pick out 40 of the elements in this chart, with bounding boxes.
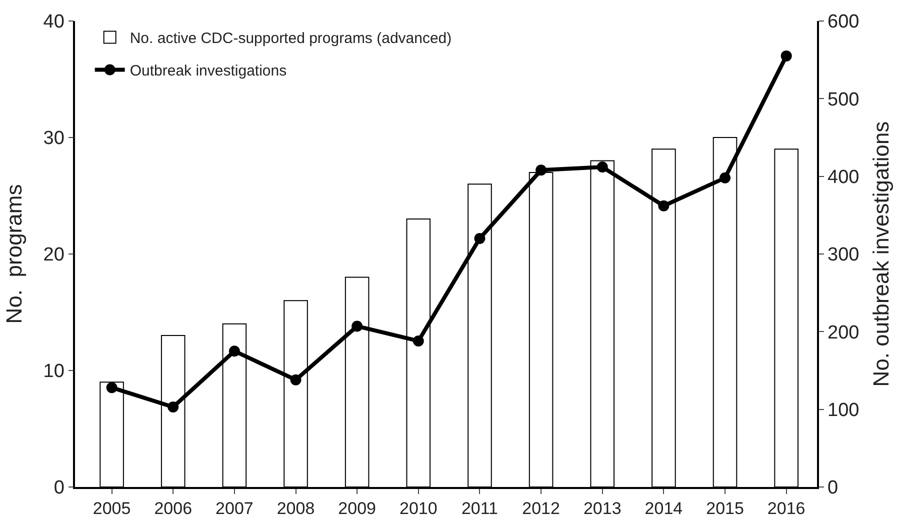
point xyxy=(352,320,363,332)
legend-label: Outbreak investigations xyxy=(130,62,287,80)
point xyxy=(536,164,547,176)
point xyxy=(658,200,670,212)
x-tick-label: 2007 xyxy=(216,499,254,518)
x-tick-label: 2008 xyxy=(276,499,315,518)
x-tick-label: 2010 xyxy=(399,499,438,518)
x-tick-label: 2014 xyxy=(644,499,683,518)
x-tick-label: 2011 xyxy=(461,499,498,518)
y2-axis-title: No. outbreak investigations xyxy=(868,121,894,387)
x-tick-label: 2012 xyxy=(522,499,560,518)
y2-tick-label: 500 xyxy=(828,89,860,110)
y-tick-label: 30 xyxy=(43,128,64,150)
y2-tick-label: 200 xyxy=(828,322,860,344)
x-tick-label: 2015 xyxy=(706,499,744,518)
y2-tick-label: 300 xyxy=(828,244,860,266)
x-tick-label: 2009 xyxy=(338,499,376,518)
point xyxy=(596,162,608,173)
y2-tick-label: 100 xyxy=(828,400,860,421)
legend-label: No. active CDC-supported programs (advanced) xyxy=(130,30,452,48)
point xyxy=(474,232,486,244)
y-axis-title: No. programs xyxy=(2,184,27,324)
y-tick-label: 40 xyxy=(43,12,64,33)
x-tick-label: 2005 xyxy=(92,499,131,518)
y2-tick-label: 0 xyxy=(828,478,838,499)
x-tick-label: 2016 xyxy=(767,499,806,518)
x-tick-label: 2013 xyxy=(583,499,622,518)
point xyxy=(168,402,179,412)
y2-tick-label: 400 xyxy=(828,166,860,188)
point xyxy=(720,172,731,184)
point xyxy=(412,335,424,346)
y2-tick-label: 600 xyxy=(828,12,860,33)
y-tick-label: 10 xyxy=(43,361,64,382)
y-tick-label: 0 xyxy=(54,478,64,499)
y-tick-label: 20 xyxy=(43,244,64,266)
point xyxy=(228,346,240,357)
point xyxy=(106,382,118,394)
point xyxy=(290,374,302,386)
point xyxy=(780,50,792,62)
x-tick-label: 2006 xyxy=(154,499,192,518)
